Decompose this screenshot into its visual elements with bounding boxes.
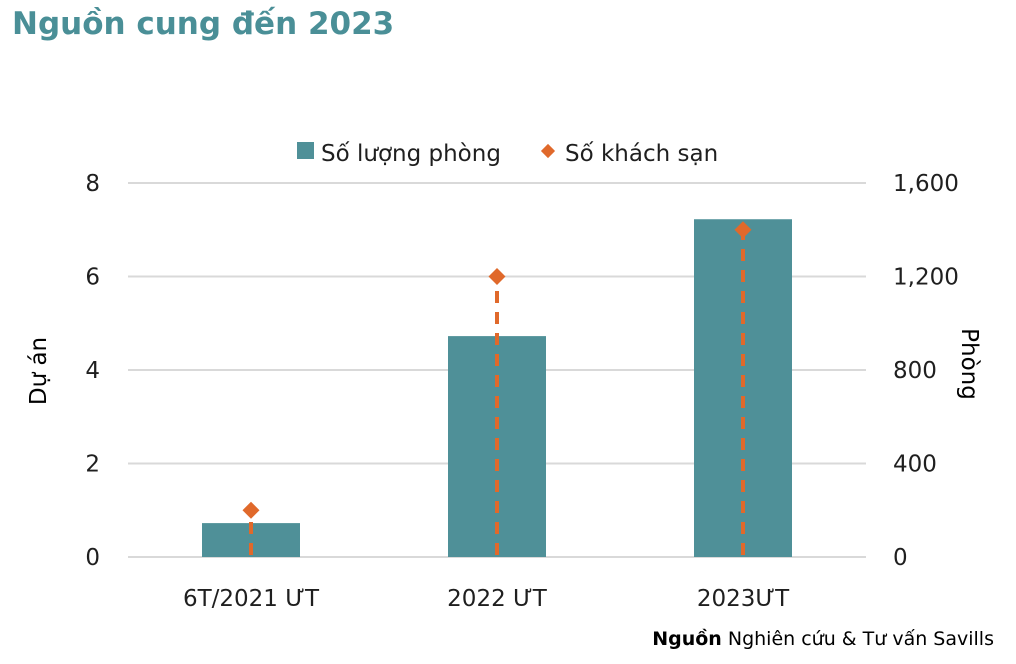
left-axis-ticks: 0 2 4 6 8 [85, 171, 100, 571]
left-tick-label: 2 [85, 452, 100, 478]
right-tick-label: 0 [893, 545, 908, 571]
left-tick-label: 8 [85, 171, 100, 197]
legend-marker-label: Số khách sạn [565, 141, 718, 167]
left-tick-label: 6 [85, 265, 100, 291]
right-tick-label: 1,600 [893, 171, 959, 197]
page-title: Nguồn cung đến 2023 [12, 6, 395, 42]
marker [242, 501, 260, 519]
legend-bar-label: Số lượng phòng [321, 141, 501, 167]
right-tick-label: 800 [893, 358, 937, 384]
legend: Số lượng phòng Số khách sạn [297, 141, 718, 167]
right-axis-ticks: 0 400 800 1,200 1,600 [893, 171, 959, 571]
y-axis-left-label: Dự án [26, 337, 52, 405]
y-axis-right-label: Phòng [956, 328, 982, 400]
left-tick-label: 0 [85, 545, 100, 571]
right-tick-label: 1,200 [893, 265, 959, 291]
category-label: 2022 ƯT [447, 586, 548, 612]
legend-bar-swatch [297, 142, 314, 159]
category-labels: 6T/2021 ƯT 2022 ƯT 2023ƯT [183, 586, 790, 612]
category-label: 6T/2021 ƯT [183, 586, 320, 612]
source-note: Nguồn Nghiên cứu & Tư vấn Savills [652, 628, 994, 650]
category-label: 2023ƯT [697, 586, 790, 612]
legend-marker-swatch [540, 143, 556, 159]
source-label: Nguồn [652, 628, 722, 650]
source-text: Nghiên cứu & Tư vấn Savills [727, 628, 994, 650]
marker [488, 268, 506, 285]
right-tick-label: 400 [893, 452, 937, 478]
marker-stems [249, 235, 745, 555]
marker [734, 221, 752, 239]
left-tick-label: 4 [85, 358, 100, 384]
markers [242, 221, 752, 519]
